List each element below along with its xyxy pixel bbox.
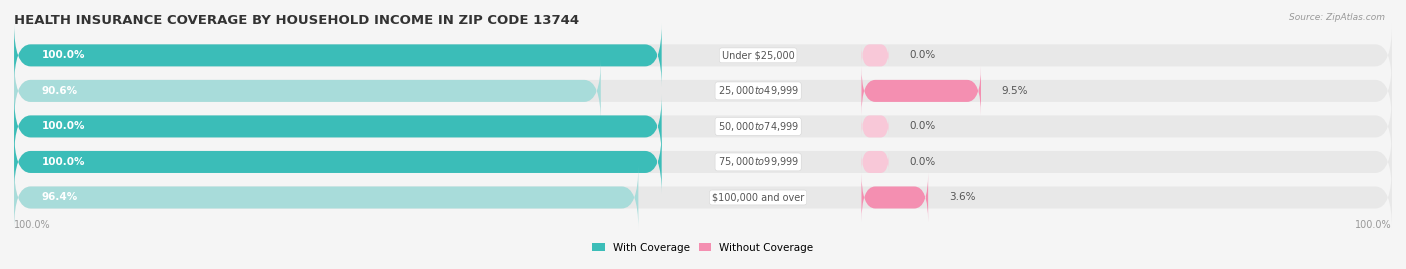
FancyBboxPatch shape (14, 130, 1392, 194)
FancyBboxPatch shape (14, 166, 638, 229)
Text: 90.6%: 90.6% (42, 86, 77, 96)
Text: 100.0%: 100.0% (42, 121, 86, 132)
FancyBboxPatch shape (14, 130, 662, 194)
Text: 0.0%: 0.0% (910, 157, 936, 167)
Text: 0.0%: 0.0% (910, 50, 936, 60)
FancyBboxPatch shape (862, 66, 981, 115)
FancyBboxPatch shape (862, 173, 928, 222)
Text: 9.5%: 9.5% (1001, 86, 1028, 96)
Text: $25,000 to $49,999: $25,000 to $49,999 (717, 84, 799, 97)
FancyBboxPatch shape (14, 95, 1392, 158)
Text: 3.6%: 3.6% (949, 193, 976, 203)
Text: 100.0%: 100.0% (42, 157, 86, 167)
Text: Source: ZipAtlas.com: Source: ZipAtlas.com (1289, 13, 1385, 22)
Text: 100.0%: 100.0% (42, 50, 86, 60)
FancyBboxPatch shape (14, 166, 1392, 229)
FancyBboxPatch shape (862, 115, 889, 137)
FancyBboxPatch shape (14, 24, 662, 87)
FancyBboxPatch shape (14, 24, 1392, 87)
Text: $100,000 and over: $100,000 and over (711, 193, 804, 203)
Text: Under $25,000: Under $25,000 (721, 50, 794, 60)
Text: 0.0%: 0.0% (910, 121, 936, 132)
FancyBboxPatch shape (14, 59, 600, 122)
Text: 96.4%: 96.4% (42, 193, 77, 203)
Text: $50,000 to $74,999: $50,000 to $74,999 (717, 120, 799, 133)
FancyBboxPatch shape (14, 95, 662, 158)
Text: 100.0%: 100.0% (1355, 220, 1392, 229)
Text: HEALTH INSURANCE COVERAGE BY HOUSEHOLD INCOME IN ZIP CODE 13744: HEALTH INSURANCE COVERAGE BY HOUSEHOLD I… (14, 14, 579, 27)
Legend: With Coverage, Without Coverage: With Coverage, Without Coverage (588, 238, 818, 257)
FancyBboxPatch shape (862, 44, 889, 66)
Text: 100.0%: 100.0% (14, 220, 51, 229)
FancyBboxPatch shape (862, 151, 889, 173)
Text: $75,000 to $99,999: $75,000 to $99,999 (717, 155, 799, 168)
FancyBboxPatch shape (14, 59, 1392, 122)
